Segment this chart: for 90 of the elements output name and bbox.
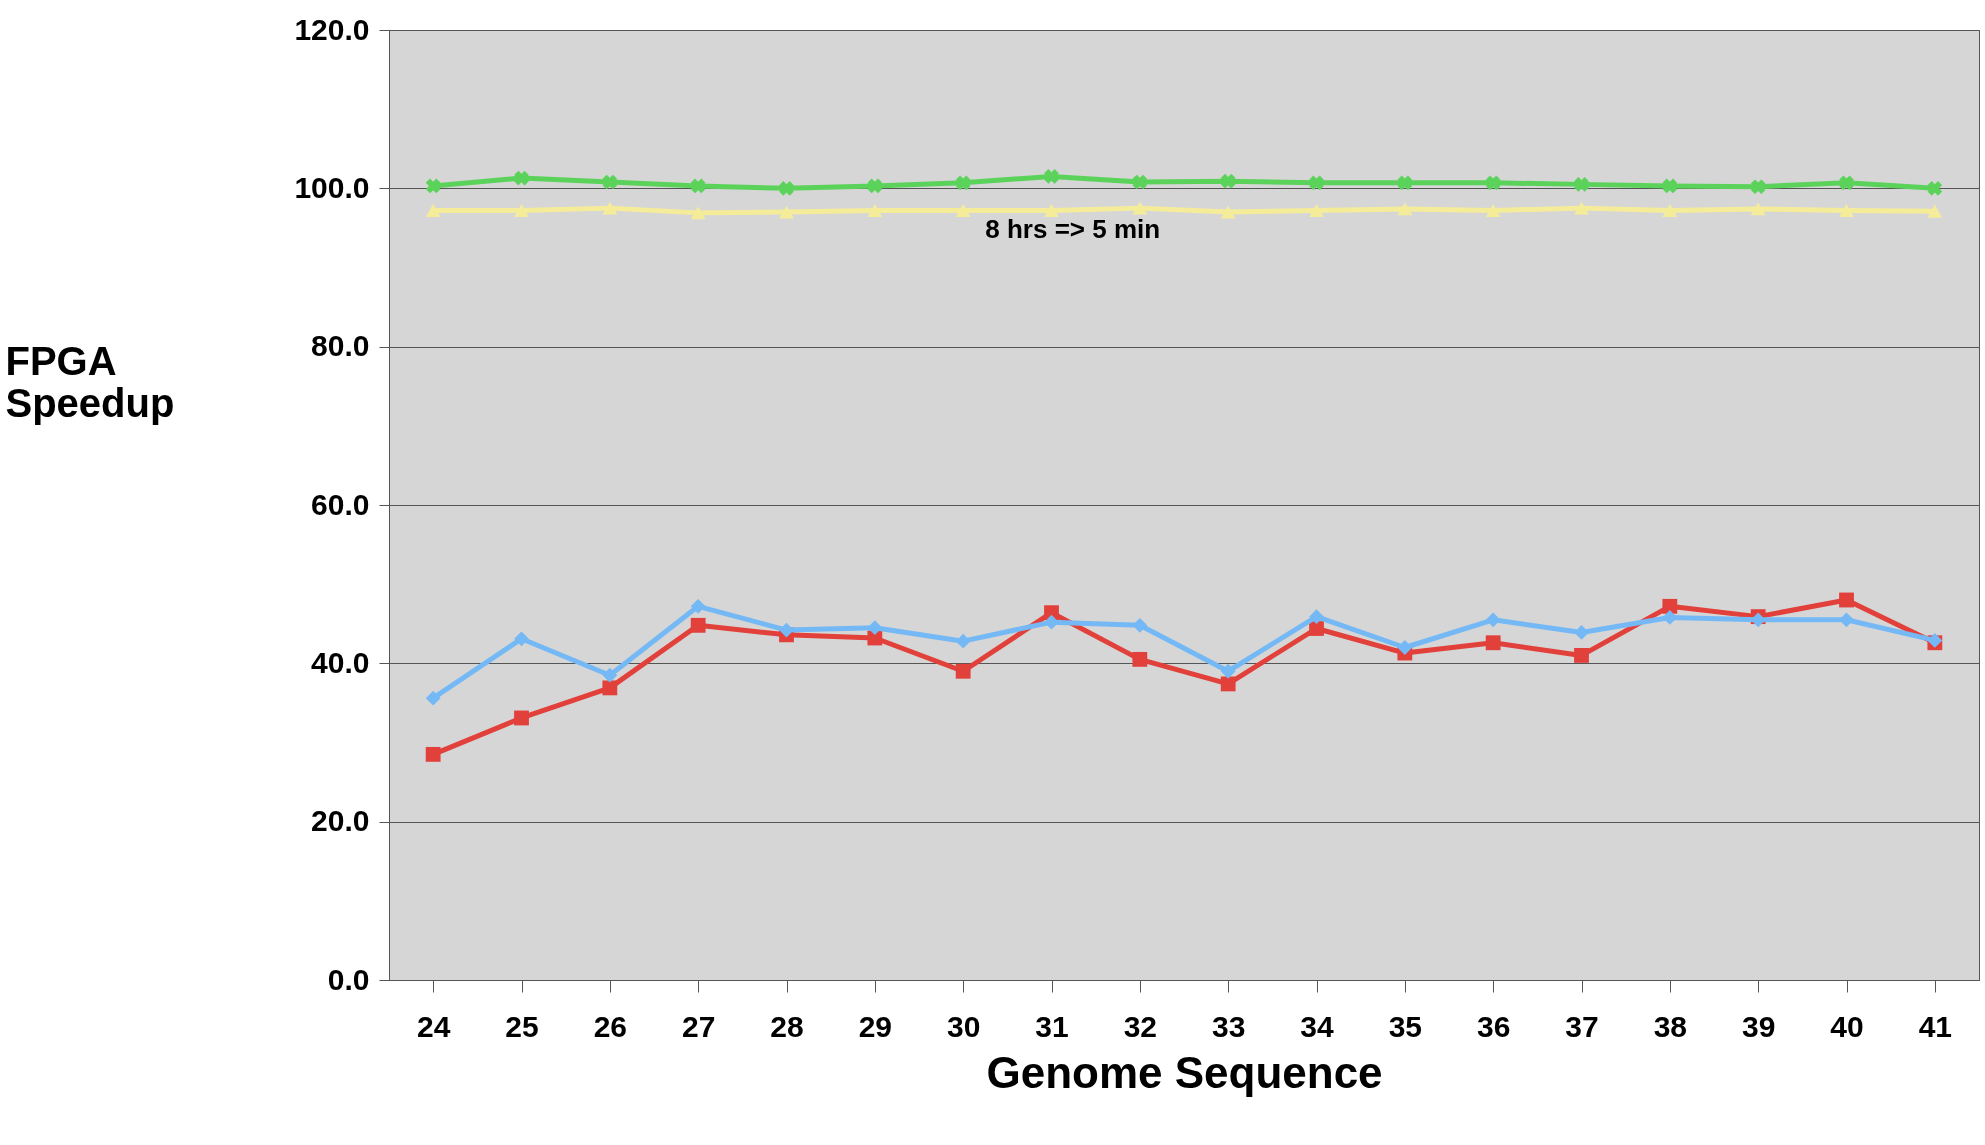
point — [514, 170, 529, 186]
point — [514, 204, 529, 217]
point — [514, 631, 529, 647]
x-tick-label: 35 — [1388, 1009, 1423, 1043]
point — [1839, 175, 1854, 191]
y-tick-label: 120.0 — [294, 12, 370, 46]
x-tick-label: 26 — [593, 1009, 628, 1043]
point — [602, 174, 618, 190]
point — [779, 205, 794, 219]
point — [1574, 625, 1589, 640]
point — [779, 180, 794, 196]
x-tick-label: 27 — [681, 1009, 716, 1043]
point — [1839, 204, 1854, 217]
point — [1309, 204, 1324, 217]
point — [1220, 663, 1236, 679]
y-tick-label: 100.0 — [294, 170, 370, 204]
point — [955, 204, 971, 217]
point — [425, 204, 441, 217]
point — [1309, 175, 1324, 191]
point — [1662, 204, 1678, 217]
point — [1485, 204, 1501, 217]
x-tick-label: 28 — [770, 1009, 804, 1043]
point — [1397, 640, 1413, 655]
x-tick-label: 36 — [1476, 1009, 1511, 1043]
point — [1397, 202, 1413, 216]
y-axis-title: FPGA Speedup — [5, 339, 175, 425]
y-tick-label: 0.0 — [327, 962, 370, 996]
x-tick-label: 40 — [1830, 1009, 1864, 1043]
point — [1132, 174, 1148, 190]
y-tick-label: 60.0 — [311, 487, 370, 521]
point — [1927, 204, 1943, 218]
point — [867, 178, 883, 194]
y-tick-label: 40.0 — [311, 645, 370, 679]
point — [1044, 614, 1059, 630]
point — [867, 204, 883, 217]
point — [690, 617, 706, 633]
y-tick-label: 20.0 — [311, 804, 370, 838]
point — [1750, 179, 1766, 195]
point — [1750, 202, 1766, 216]
point — [425, 746, 441, 762]
point — [1574, 648, 1589, 663]
point — [955, 663, 971, 679]
x-tick-label: 39 — [1741, 1009, 1776, 1043]
x-axis-title: Genome Sequence — [986, 1047, 1383, 1097]
point — [1397, 175, 1413, 191]
point — [1220, 173, 1236, 189]
point — [1220, 676, 1236, 692]
point — [1132, 201, 1148, 215]
annotation: 8 hrs => 5 min — [985, 213, 1161, 244]
point — [955, 633, 971, 649]
point — [1485, 612, 1501, 628]
point — [1574, 177, 1589, 192]
point — [602, 680, 618, 696]
point — [955, 175, 971, 191]
x-tick-label: 30 — [946, 1009, 981, 1043]
point — [1309, 609, 1324, 625]
x-tick-label: 33 — [1211, 1009, 1246, 1043]
point — [690, 598, 706, 614]
point — [425, 690, 441, 706]
x-tick-label: 25 — [505, 1009, 539, 1043]
point — [1309, 621, 1324, 636]
point — [602, 667, 618, 683]
x-tick-label: 37 — [1565, 1009, 1599, 1043]
point — [1927, 180, 1943, 196]
point — [1132, 617, 1148, 633]
point — [1485, 175, 1501, 191]
point — [602, 201, 618, 215]
point — [867, 620, 883, 636]
point — [1044, 169, 1059, 184]
point — [1839, 592, 1854, 608]
point — [1220, 205, 1236, 219]
point — [1662, 598, 1678, 614]
point — [1839, 612, 1854, 628]
point — [1044, 204, 1059, 217]
point — [1132, 651, 1148, 667]
x-tick-label: 41 — [1918, 1009, 1953, 1043]
x-tick-label: 32 — [1123, 1009, 1158, 1043]
point — [1485, 635, 1501, 651]
point — [690, 178, 706, 194]
x-tick-label: 34 — [1300, 1009, 1334, 1043]
x-tick-label: 31 — [1035, 1009, 1069, 1043]
point — [425, 178, 441, 194]
x-tick-label: 24 — [416, 1009, 451, 1043]
point — [1662, 178, 1678, 194]
point — [1574, 201, 1589, 215]
x-tick-label: 38 — [1653, 1009, 1688, 1043]
point — [690, 206, 706, 220]
y-tick-label: 80.0 — [311, 329, 370, 363]
point — [514, 710, 529, 726]
x-tick-label: 29 — [858, 1009, 893, 1043]
